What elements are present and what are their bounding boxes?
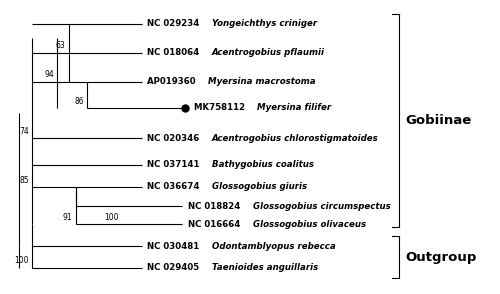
Text: MK758112: MK758112 [194, 103, 248, 113]
Text: Acentrogobius chlorostigmatoides: Acentrogobius chlorostigmatoides [212, 134, 378, 143]
Text: NC 016664: NC 016664 [188, 220, 244, 228]
Text: NC 018064: NC 018064 [147, 48, 202, 57]
Text: NC 029234: NC 029234 [147, 19, 203, 28]
Text: 74: 74 [20, 127, 29, 136]
Text: NC 036674: NC 036674 [147, 182, 203, 191]
Text: NC 037141: NC 037141 [147, 160, 203, 169]
Text: Yongeichthys criniger: Yongeichthys criniger [212, 19, 317, 28]
Text: 100: 100 [104, 213, 119, 222]
Text: NC 029405: NC 029405 [147, 263, 202, 272]
Text: Myersina macrostoma: Myersina macrostoma [208, 77, 315, 86]
Text: 85: 85 [20, 176, 29, 185]
Text: Bathygobius coalitus: Bathygobius coalitus [212, 160, 314, 169]
Text: Glossogobius olivaceus: Glossogobius olivaceus [253, 220, 366, 228]
Text: Glossogobius circumspectus: Glossogobius circumspectus [253, 202, 390, 211]
Text: Taenioides anguillaris: Taenioides anguillaris [212, 263, 318, 272]
Text: 91: 91 [62, 213, 72, 222]
Text: Myersina filifer: Myersina filifer [258, 103, 332, 113]
Text: AP019360: AP019360 [147, 77, 199, 86]
Text: Gobiinae: Gobiinae [406, 114, 471, 127]
Text: Outgroup: Outgroup [406, 251, 477, 264]
Text: Acentrogobius pflaumii: Acentrogobius pflaumii [212, 48, 325, 57]
Text: Glossogobius giuris: Glossogobius giuris [212, 182, 308, 191]
Text: Odontamblyopus rebecca: Odontamblyopus rebecca [212, 242, 336, 251]
Text: 94: 94 [44, 71, 54, 79]
Text: NC 030481: NC 030481 [147, 242, 202, 251]
Text: NC 020346: NC 020346 [147, 134, 202, 143]
Text: 86: 86 [74, 97, 84, 106]
Text: 100: 100 [14, 256, 29, 265]
Text: 63: 63 [56, 41, 66, 51]
Text: NC 018824: NC 018824 [188, 202, 244, 211]
